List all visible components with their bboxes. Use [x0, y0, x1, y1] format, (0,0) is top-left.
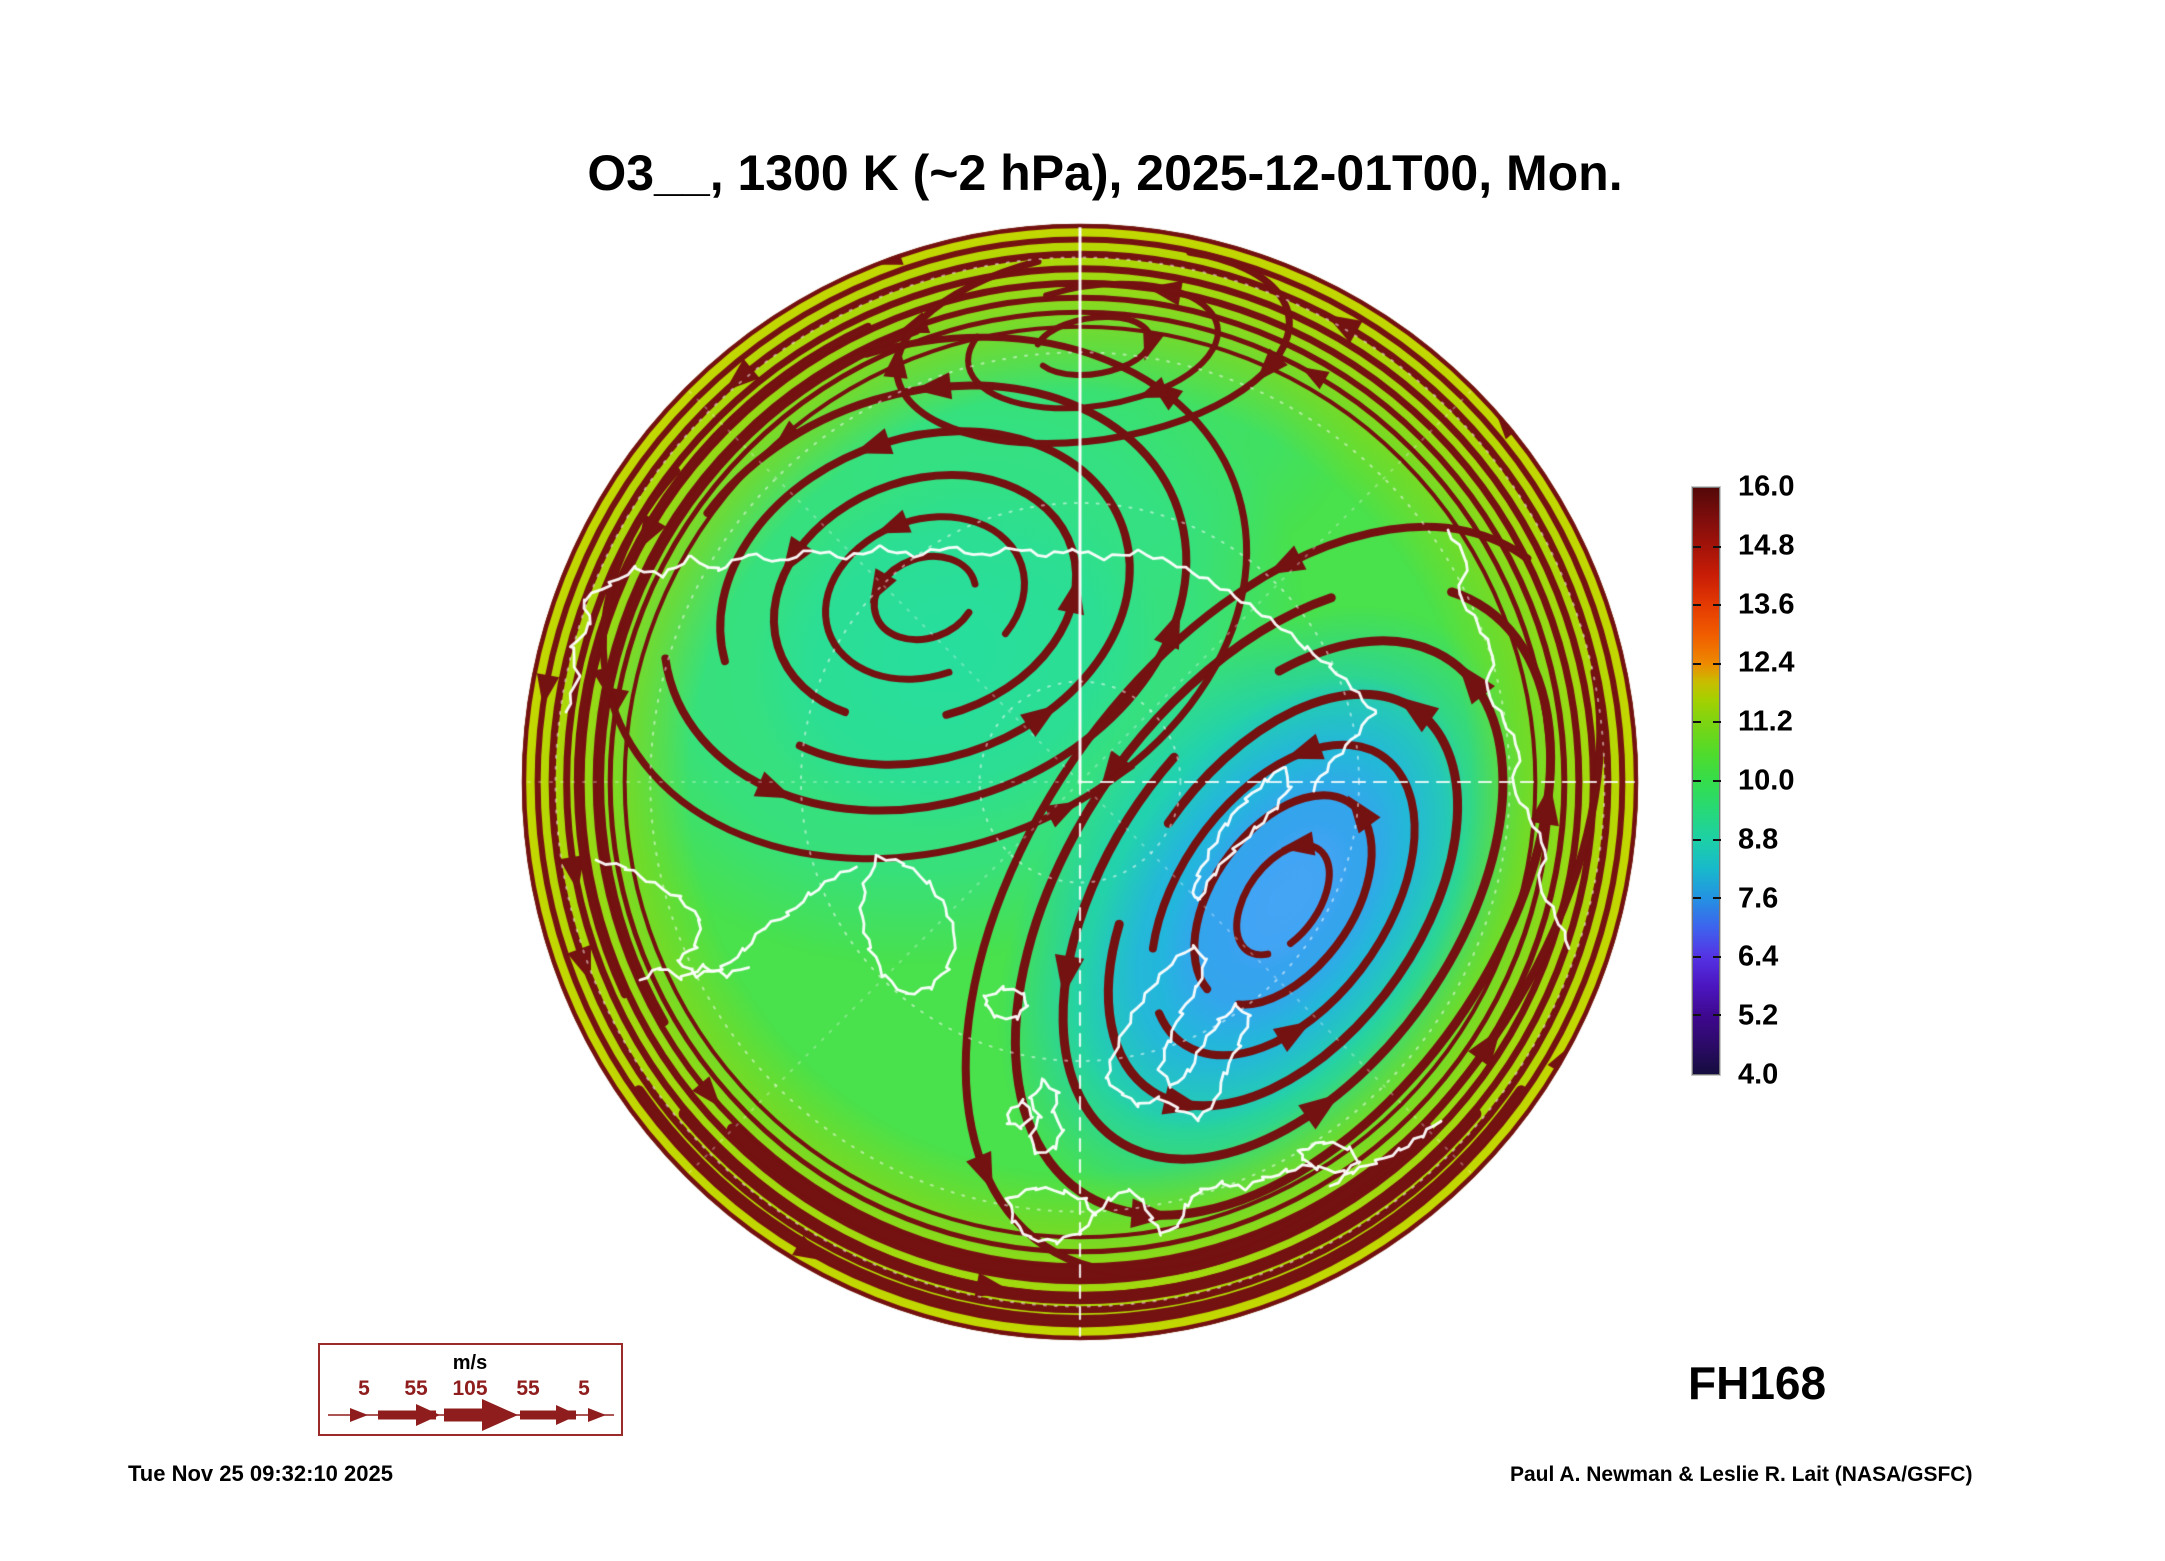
colorbar-tick-label: 13.6 [1738, 588, 1795, 621]
colorbar-tick-mark [1713, 838, 1721, 841]
colorbar-tick-mark [1693, 662, 1701, 665]
colorbar-tick-label: 11.2 [1738, 705, 1793, 738]
colorbar-tick-mark [1693, 780, 1701, 782]
colorbar-tick-label: 8.8 [1738, 823, 1779, 856]
colorbar-tick-label: 5.2 [1738, 999, 1779, 1032]
colorbar-tick-mark [1713, 1014, 1721, 1017]
wind-speed-legend: m/s 5 55 105 55 5 [318, 1343, 623, 1436]
wind-legend-graphic: m/s 5 55 105 55 5 [328, 1352, 614, 1431]
colorbar-tick-label: 7.6 [1738, 882, 1779, 915]
colorbar-tick-label: 10.0 [1738, 764, 1795, 797]
wind-speed-label: 5 [578, 1377, 590, 1400]
generation-timestamp: Tue Nov 25 09:32:10 2025 [128, 1461, 393, 1486]
colorbar-tick-mark [1693, 721, 1701, 724]
colorbar-tick-label: 6.4 [1738, 940, 1779, 973]
page-title: O3__, 1300 K (~2 hPa), 2025-12-01T00, Mo… [587, 145, 1623, 201]
forecast-hour-label: FH168 [1688, 1357, 1827, 1409]
wind-speed-label: 55 [516, 1377, 540, 1400]
colorbar-tick-label: 4.0 [1738, 1058, 1779, 1091]
colorbar-tick-mark [1693, 1014, 1701, 1017]
colorbar-tick-label: 16.0 [1738, 470, 1795, 503]
colorbar-tick-mark [1713, 780, 1721, 782]
colorbar-tick-mark [1713, 662, 1721, 665]
colorbar-gradient [1691, 486, 1721, 1076]
colorbar-tick-mark [1693, 838, 1701, 841]
colorbar-tick-label: 14.8 [1738, 529, 1795, 562]
colorbar-tick-mark [1713, 545, 1721, 548]
wind-arrow-scale-icon [328, 1399, 614, 1431]
colorbar-tick-mark [1693, 604, 1701, 607]
colorbar-tick-mark [1693, 545, 1701, 548]
wind-speed-label: 5 [358, 1377, 370, 1400]
colorbar-tick-mark [1713, 955, 1721, 958]
colorbar-tick-mark [1693, 955, 1701, 958]
colorbar-tick-mark [1693, 897, 1701, 900]
credit-label: Paul A. Newman & Leslie R. Lait (NASA/GS… [1510, 1463, 1973, 1486]
colorbar-tick-mark [1713, 604, 1721, 607]
colorbar: 16.0 14.8 13.6 12.4 11.2 10.0 8.8 7.6 6.4 5.2 4.0 [1691, 471, 1842, 1091]
colorbar-tick-mark [1713, 897, 1721, 900]
colorbar-tick-label: 12.4 [1738, 646, 1795, 679]
wind-unit-label: m/s [453, 1352, 487, 1374]
wind-speed-label: 55 [404, 1377, 428, 1400]
colorbar-tick-mark [1713, 721, 1721, 724]
colorbar-labels: 16.0 14.8 13.6 12.4 11.2 10.0 8.8 7.6 6.4 5.2 4.0 [1738, 471, 1838, 1091]
wind-speed-label: 105 [452, 1377, 487, 1400]
